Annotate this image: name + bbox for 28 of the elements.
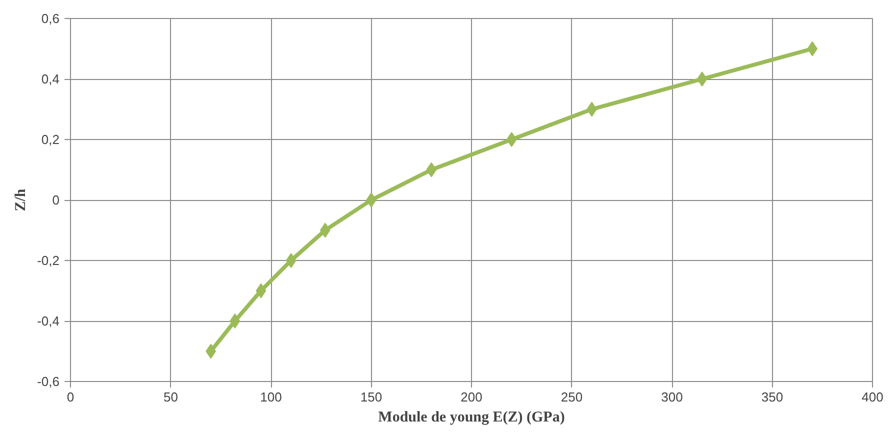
- x-tick-label: 150: [360, 390, 382, 404]
- y-tick-label: 0,4: [41, 72, 60, 86]
- x-tick-label: 200: [460, 390, 482, 404]
- y-tick-label: -0,6: [37, 374, 60, 389]
- x-tick-label: 400: [862, 390, 884, 404]
- y-tick-label: 0,6: [41, 11, 60, 26]
- point: [366, 192, 376, 208]
- x-tick-label: 100: [260, 390, 282, 404]
- point: [256, 283, 266, 298]
- point: [320, 222, 330, 238]
- y-tick-label: -0,2: [37, 253, 60, 268]
- point: [426, 162, 437, 178]
- point: [807, 41, 818, 56]
- x-tick-label: 350: [761, 390, 784, 404]
- point: [230, 314, 240, 328]
- point: [506, 132, 517, 147]
- point: [206, 344, 216, 359]
- x-tick-label: 300: [661, 390, 683, 404]
- point: [696, 72, 708, 86]
- y-axis-title: Z/h: [13, 188, 30, 212]
- x-axis-title: Module de young E(Z) (GPa): [378, 410, 565, 426]
- x-tick-label: 0: [66, 390, 74, 404]
- y-tick-label: 0: [52, 192, 60, 208]
- y-tick-label: -0,4: [37, 314, 60, 328]
- point: [286, 253, 296, 268]
- x-tick-label: 50: [164, 390, 178, 404]
- x-tick-label: 250: [560, 390, 583, 404]
- y-tick-label: 0,2: [41, 132, 60, 147]
